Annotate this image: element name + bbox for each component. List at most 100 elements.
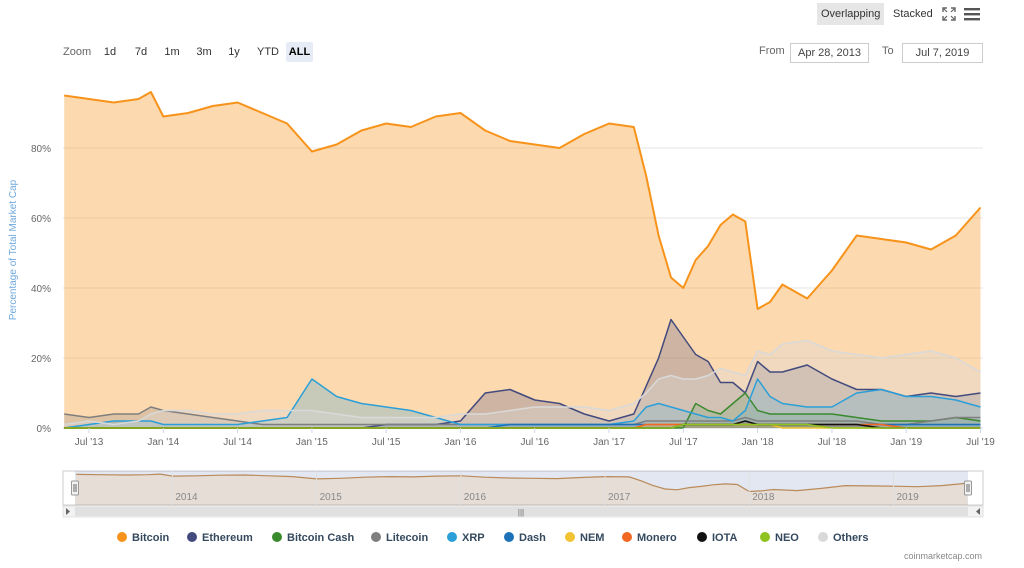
legend-item-iota[interactable]: IOTA [697, 528, 737, 548]
legend-marker-icon [187, 532, 197, 543]
legend-marker-icon [272, 532, 282, 543]
x-tick-label: Jul '19 [966, 437, 995, 448]
to-label: To [882, 45, 894, 57]
legend-marker-icon [371, 532, 381, 543]
y-tick-label: 40% [31, 284, 51, 295]
legend-item-xrp[interactable]: XRP [447, 528, 485, 548]
y-tick-label: 20% [31, 354, 51, 365]
legend-label: NEM [580, 532, 605, 544]
x-tick-label: Jul '18 [818, 437, 847, 448]
scrollbar-thumb[interactable] [75, 507, 968, 516]
y-tick-label: 0% [37, 424, 52, 435]
zoom-button-1y[interactable]: 1y [228, 46, 240, 58]
zoom-label: Zoom [63, 46, 92, 58]
zoom-button-1m[interactable]: 1m [164, 46, 180, 58]
legend-item-others[interactable]: Others [818, 528, 868, 548]
legend-item-bitcoin[interactable]: Bitcoin [117, 528, 169, 548]
legend-marker-icon [697, 532, 707, 543]
zoom-button-3m[interactable]: 3m [196, 46, 212, 58]
navigator-series-area [75, 474, 968, 505]
legend-marker-icon [504, 532, 514, 543]
x-tick-label: Jan '18 [742, 437, 774, 448]
navigator-tick-label: 2018 [752, 492, 775, 503]
x-tick-label: Jul '13 [75, 437, 104, 448]
legend-label: Dash [519, 532, 546, 544]
legend-label: Ethereum [202, 532, 253, 544]
navigator-tick-label: 2014 [175, 492, 198, 503]
navigator-series-line [76, 473, 966, 493]
scrollbar-grip-icon: ||| [518, 508, 524, 517]
y-axis-ticks: 0% 20% 40% 60% 80% [31, 144, 51, 435]
area-neo [64, 424, 981, 428]
area-monero [64, 424, 981, 428]
zoom-button-1d[interactable]: 1d [103, 46, 117, 58]
legend-label: Litecoin [386, 532, 429, 544]
x-tick-label: Jan '16 [445, 437, 477, 448]
legend-item-ethereum[interactable]: Ethereum [187, 528, 253, 548]
legend-label: XRP [462, 532, 485, 544]
from-label: From [759, 45, 785, 57]
navigator: 2014 2015 2016 2017 2018 2019 ||| [62, 470, 984, 518]
navigator-right-handle[interactable] [964, 480, 972, 496]
line-others[interactable] [64, 339, 981, 426]
credit-text: coinmarketcap.com [903, 551, 982, 561]
navigator-tick-label: 2017 [608, 492, 631, 503]
stacked-button[interactable]: Stacked [893, 8, 933, 20]
x-tick-label: Jul '15 [372, 437, 401, 448]
navigator-tick-label: 2016 [464, 492, 487, 503]
zoom-button-ytd[interactable]: YTD [257, 46, 279, 58]
legend-item-litecoin[interactable]: Litecoin [371, 528, 428, 548]
zoom-button-7d[interactable]: 7d [134, 46, 148, 58]
legend-marker-icon [760, 532, 770, 543]
area-dash [64, 424, 981, 428]
legend-label: Monero [637, 532, 677, 544]
legend-marker-icon [447, 532, 457, 543]
navigator-tick-label: 2019 [896, 492, 919, 503]
x-tick-label: Jan '14 [147, 437, 179, 448]
navigator-tick-label: 2015 [320, 492, 343, 503]
area-xrp [64, 379, 981, 428]
x-tick-label: Jul '14 [223, 437, 252, 448]
to-date-input[interactable]: Jul 7, 2019 [902, 43, 983, 63]
area-others [64, 340, 981, 428]
hamburger-menu-icon[interactable] [964, 7, 980, 21]
y-tick-label: 60% [31, 214, 51, 225]
y-tick-label: 80% [31, 144, 51, 155]
legend-item-nem[interactable]: NEM [565, 528, 604, 548]
legend-label: Bitcoin [132, 532, 170, 544]
legend-item-neo[interactable]: NEO [760, 528, 799, 548]
legend-marker-icon [117, 532, 127, 543]
area-bitcoin [64, 92, 981, 428]
legend: Bitcoin Ethereum Bitcoin Cash Litecoin XRP Da… [0, 528, 1024, 548]
x-axis-ticks: Jul '13 Jan '14 Jul '14 Jan '15 Jul '15 Jan '… [75, 428, 995, 448]
scroll-right-arrow-icon[interactable] [976, 508, 980, 515]
legend-marker-icon [565, 532, 575, 543]
x-tick-label: Jan '19 [890, 437, 922, 448]
scroll-left-arrow-icon[interactable] [66, 508, 70, 515]
legend-item-bitcoin-cash[interactable]: Bitcoin Cash [272, 528, 354, 548]
legend-item-monero[interactable]: Monero [622, 528, 677, 548]
y-axis-title: Percentage of Total Market Cap [8, 179, 19, 320]
legend-label: IOTA [712, 532, 738, 544]
legend-marker-icon [622, 532, 632, 543]
line-bitcoin[interactable] [64, 91, 982, 310]
legend-marker-icon [818, 532, 828, 543]
legend-label: NEO [775, 532, 799, 544]
series-lines [64, 91, 982, 429]
legend-label: Others [833, 532, 869, 544]
x-tick-label: Jan '15 [296, 437, 328, 448]
legend-item-dash[interactable]: Dash [504, 528, 546, 548]
line-neo[interactable] [64, 423, 981, 429]
area-nem [64, 424, 981, 428]
x-tick-label: Jan '17 [593, 437, 625, 448]
market-cap-chart: 0% 20% 40% 60% 80% Jul '13 Jan '14 Jul '14 Jan … [8, 91, 995, 518]
x-tick-label: Jul '17 [669, 437, 698, 448]
overlapping-button[interactable]: Overlapping [817, 3, 885, 25]
fullscreen-icon[interactable] [942, 7, 956, 21]
navigator-selection[interactable] [75, 471, 968, 505]
navigator-left-handle[interactable] [71, 480, 79, 496]
zoom-button-all[interactable]: ALL [286, 42, 313, 62]
x-tick-label: Jul '16 [520, 437, 549, 448]
from-date-input[interactable]: Apr 28, 2013 [790, 43, 869, 63]
legend-label: Bitcoin Cash [287, 532, 355, 544]
